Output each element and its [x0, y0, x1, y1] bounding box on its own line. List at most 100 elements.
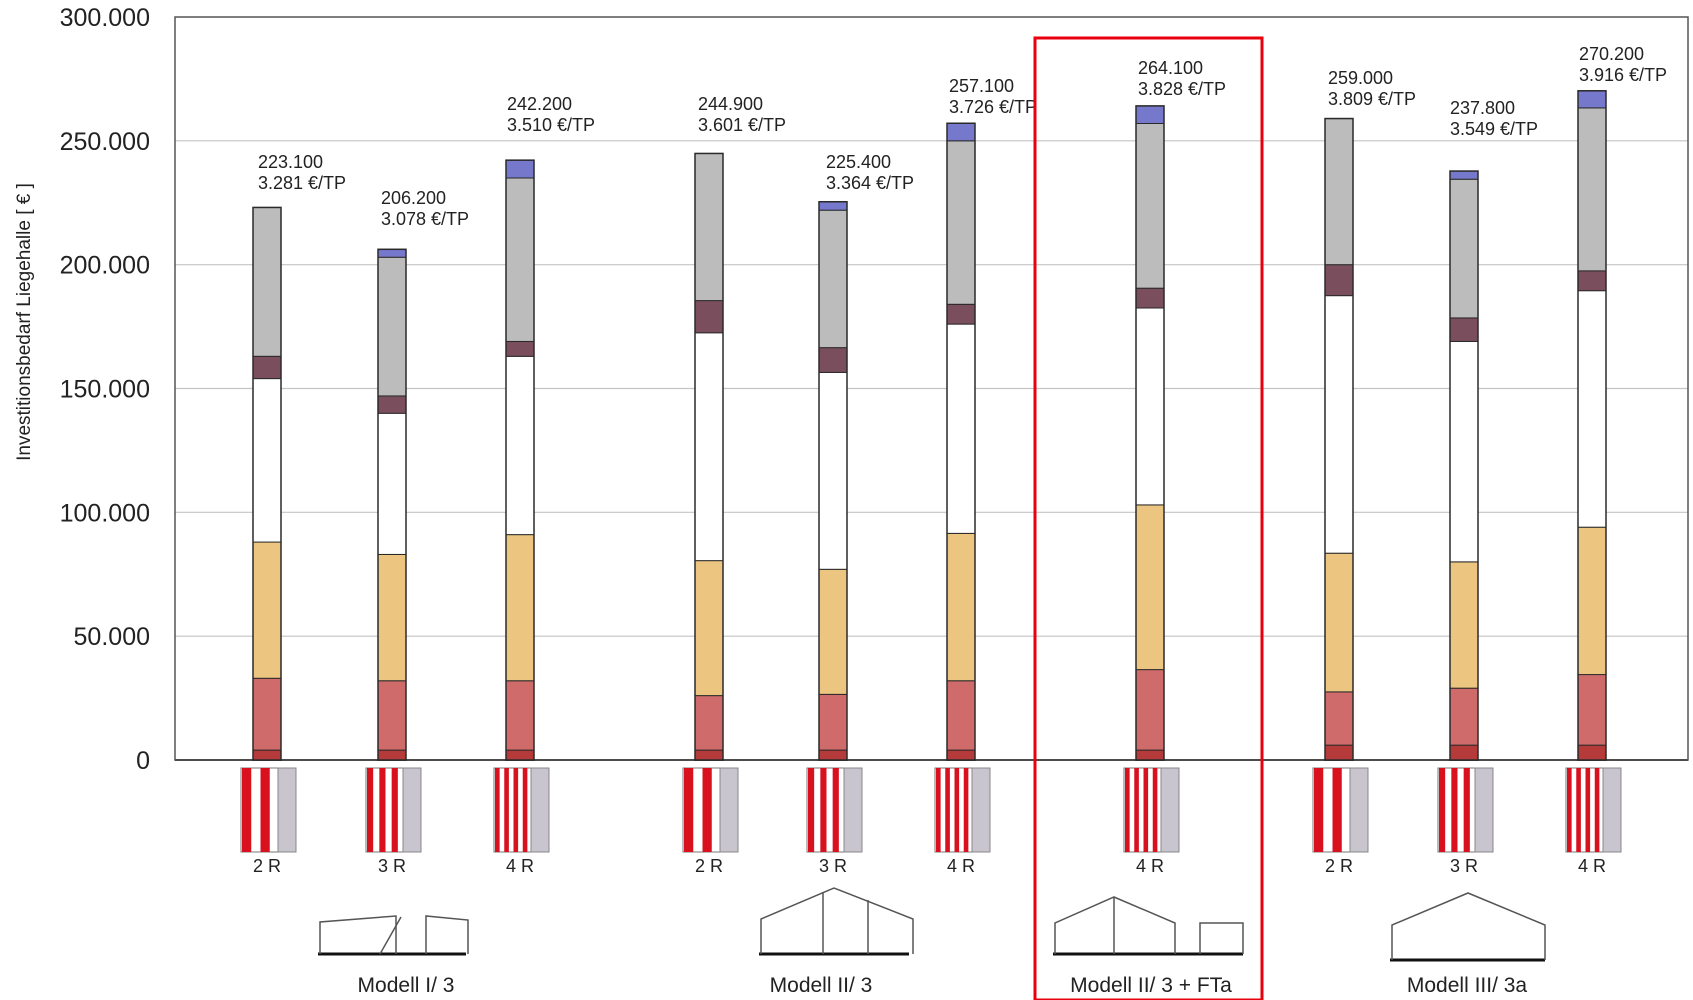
- total-label: 257.100: [949, 76, 1014, 96]
- bars: [252, 90, 1607, 761]
- total-label: 223.100: [258, 152, 323, 172]
- row-stripe: [1134, 768, 1139, 852]
- barn-icon-modell-ii: [759, 887, 914, 956]
- bar-segment: [252, 541, 282, 679]
- feed-alley: [719, 767, 739, 853]
- total-label: 264.100: [1138, 58, 1203, 78]
- bar-segment: [1577, 526, 1607, 676]
- bar-segment: [1449, 178, 1479, 319]
- y-tick-label: 250.000: [60, 128, 150, 156]
- feed-alley: [1474, 767, 1494, 853]
- bar-segment: [1135, 307, 1165, 506]
- y-tick-label: 150.000: [60, 376, 150, 404]
- row-stripe: [954, 768, 960, 852]
- row-stripe: [504, 768, 509, 852]
- bar-outline: [252, 206, 282, 761]
- bar-segment: [1449, 340, 1479, 563]
- total-label: 225.400: [826, 152, 891, 172]
- x-tick-label: 4 R: [506, 856, 534, 876]
- bar-segment: [946, 749, 976, 761]
- bar-segment: [1577, 290, 1607, 528]
- bar-segment: [1324, 744, 1354, 761]
- row-stripe: [242, 768, 252, 852]
- bar-segment: [505, 159, 535, 179]
- y-tick-label: 200.000: [60, 252, 150, 280]
- bar-segment: [1449, 170, 1479, 180]
- bar-segment: [1324, 118, 1354, 266]
- bar-segment: [377, 412, 407, 555]
- bar-segment: [252, 378, 282, 543]
- bar-segment: [1324, 295, 1354, 554]
- bar-segment: [1449, 744, 1479, 761]
- y-tick-label: 100.000: [60, 499, 150, 527]
- y-axis-label: Investitionsbedarf Liegehalle [ € ]: [14, 183, 35, 461]
- x-tick-label: 2 R: [695, 856, 723, 876]
- row-stripe: [522, 768, 528, 852]
- feed-alley: [277, 767, 297, 853]
- row-stripe: [1314, 768, 1324, 852]
- bar-segment: [1135, 287, 1165, 309]
- bar-segment: [694, 332, 724, 562]
- bar-segment: [1135, 669, 1165, 751]
- row-stripe: [1451, 768, 1458, 852]
- bar-segment: [377, 553, 407, 682]
- per-tp-label: 3.281 €/TP: [258, 173, 346, 193]
- bar-segment: [377, 680, 407, 751]
- bar-segment: [946, 140, 976, 305]
- x-tick-label: 4 R: [947, 856, 975, 876]
- per-tp-label: 3.809 €/TP: [1328, 89, 1416, 109]
- bar-segment: [252, 355, 282, 380]
- bar-segment: [946, 122, 976, 142]
- barn-icon-modell-iii: [1390, 892, 1546, 962]
- y-tick-label: 50.000: [74, 623, 150, 651]
- bar-segment: [818, 568, 848, 695]
- bar-segment: [1577, 107, 1607, 272]
- bar-segment: [1449, 561, 1479, 689]
- per-tp-label: 3.510 €/TP: [507, 115, 595, 135]
- feed-alley: [1160, 767, 1180, 853]
- bar-segment: [505, 534, 535, 682]
- row-stripe: [260, 768, 270, 852]
- bar-segment: [946, 532, 976, 682]
- bar-segment: [1135, 122, 1165, 289]
- total-label: 244.900: [698, 94, 763, 114]
- group-label: Modell I/ 3: [358, 974, 455, 997]
- bar-outline: [1324, 117, 1354, 761]
- bar-segment: [818, 209, 848, 349]
- bar-segment: [694, 560, 724, 697]
- bar-segment: [1577, 674, 1607, 746]
- bar-segment: [818, 693, 848, 751]
- bar-segment: [694, 749, 724, 761]
- row-icons: 2 R 3 R 4 R 2 R 3 R 4 R 4 R 2 R 3 R 4 R: [240, 767, 1622, 876]
- total-label: 270.200: [1579, 44, 1644, 64]
- row-stripe: [1585, 768, 1591, 852]
- bar-segment: [252, 206, 282, 357]
- bar-segment: [505, 177, 535, 342]
- group-label: Modell II/ 3 + FTa: [1070, 974, 1232, 997]
- x-tick-label: 4 R: [1136, 856, 1164, 876]
- bar-segment: [1577, 270, 1607, 292]
- bar-segment: [1135, 504, 1165, 671]
- row-stripe: [963, 768, 969, 852]
- barn-drawings: [318, 887, 1546, 962]
- feed-alley: [402, 767, 422, 853]
- bar-segment: [946, 680, 976, 751]
- bar-segment: [946, 303, 976, 325]
- group-label: Modell III/ 3a: [1407, 974, 1528, 997]
- bar-segment: [1324, 691, 1354, 746]
- total-label: 206.200: [381, 188, 446, 208]
- plot-area-frame: [174, 16, 1689, 761]
- bar-segment: [1324, 552, 1354, 693]
- row-stripe: [1439, 768, 1446, 852]
- bar-segment: [377, 248, 407, 258]
- bar-segment: [377, 749, 407, 761]
- bar-outline: [377, 248, 407, 761]
- row-stripe: [1567, 768, 1572, 852]
- group-labels: Modell I/ 3 Modell II/ 3 Modell II/ 3 + FT…: [358, 974, 1528, 997]
- bar-segment: [818, 201, 848, 211]
- bar-outline: [946, 122, 976, 761]
- bar-segment: [694, 152, 724, 302]
- row-stripe: [379, 768, 386, 852]
- x-tick-label: 2 R: [253, 856, 281, 876]
